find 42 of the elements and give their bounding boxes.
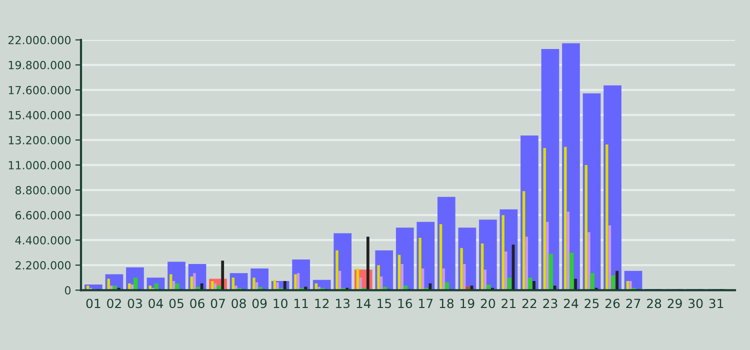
x-tick-label: 20 [480,298,496,308]
x-tick-label: 19 [460,298,474,308]
y-tick-label: 4.400.000 [15,236,71,244]
y-tick-label: 2.200.000 [16,261,71,270]
x-tick-label: 25 [584,298,599,308]
x-tick-label: 12 [315,298,329,308]
y-tick-label: 22.000.000 [8,36,71,44]
x-tick-label: 06 [190,298,204,308]
x-tick-label: 27 [626,298,640,308]
y-tick-label: 0 [64,286,71,295]
x-tick-label: 21 [502,298,516,308]
x-tick-label: 22 [522,298,536,308]
x-tick-label: 04 [148,298,163,308]
x-tick-label: 31 [709,298,724,308]
y-tick-label: 19.800.000 [8,60,71,70]
y-tick-label: 11.000.000 [8,161,71,170]
y-tick-label: 15.400.000 [8,110,71,120]
x-tick-label: 02 [107,298,121,308]
x-tick-label: 26 [605,298,620,308]
x-tick-label: 23 [543,298,558,308]
x-tick-label: 14 [356,298,371,308]
x-tick-label: 16 [398,298,412,308]
x-tick-label: 09 [252,298,267,308]
x-tick-label: 01 [86,298,100,308]
y-tick-label: 6.600.000 [16,211,71,220]
x-tick-label: 28 [646,298,662,308]
x-tick-label: 05 [169,298,184,308]
x-tick-label: 03 [128,298,142,308]
y-tick-label: 17.600.000 [8,86,71,94]
y-tick-label: 8.800.000 [15,186,71,194]
x-tick-label: 29 [668,298,682,308]
x-tick-label: 07 [210,298,225,308]
x-tick-label: 30 [688,298,703,308]
x-tick-label: 08 [232,298,246,308]
x-tick-label: 15 [378,298,391,308]
x-tick-label: 17 [419,298,433,308]
x-tick-label: 10 [274,298,288,308]
y-tick-label: 13.200.000 [8,136,71,144]
x-tick-label: 11 [294,298,308,308]
x-tick-label: 18 [440,298,454,308]
x-tick-label: 13 [336,298,350,308]
x-tick-label: 24 [564,298,578,308]
